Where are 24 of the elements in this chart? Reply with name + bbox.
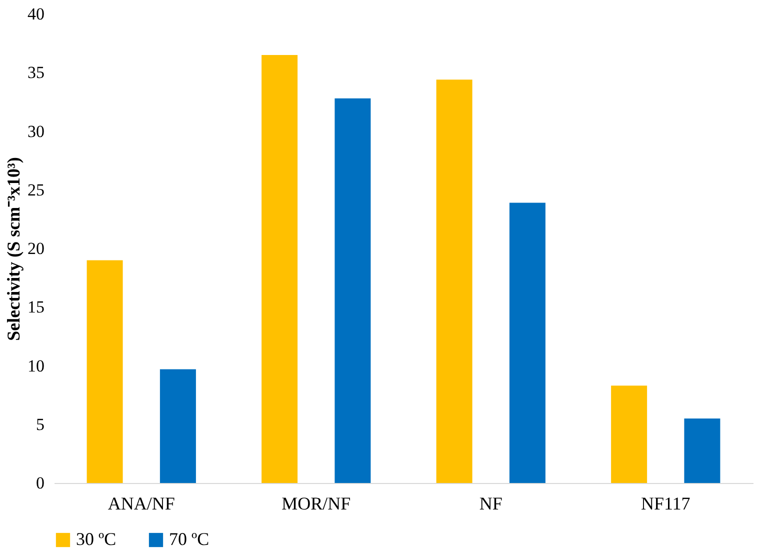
y-tick-label: 10 (28, 356, 44, 376)
bar (684, 418, 720, 483)
x-tick-label: MOR/NF (282, 494, 351, 514)
bar (334, 98, 371, 483)
x-tick-label: ANA/NF (108, 494, 175, 514)
y-tick-label: 40 (28, 4, 44, 24)
legend-label: 30 ºC (76, 529, 116, 549)
y-axis-title: Selectivity (S scm⁻³x10³) (4, 157, 24, 341)
bar (86, 260, 123, 483)
x-tick-label: NF117 (640, 494, 690, 514)
y-tick-label: 30 (28, 122, 44, 141)
legend-label: 70 ºC (169, 529, 210, 549)
y-tick-label: 20 (28, 239, 44, 258)
bar (436, 80, 472, 483)
y-tick-label: 0 (36, 474, 44, 492)
y-tick-label: 15 (28, 298, 44, 317)
bar (611, 386, 648, 483)
y-tick-label: 5 (36, 414, 44, 434)
bar (262, 55, 298, 483)
x-tick-label: NF (479, 494, 502, 514)
bar (509, 202, 546, 483)
y-tick-label: 35 (28, 63, 44, 82)
y-tick-label: 25 (28, 180, 44, 200)
bar (160, 369, 196, 483)
